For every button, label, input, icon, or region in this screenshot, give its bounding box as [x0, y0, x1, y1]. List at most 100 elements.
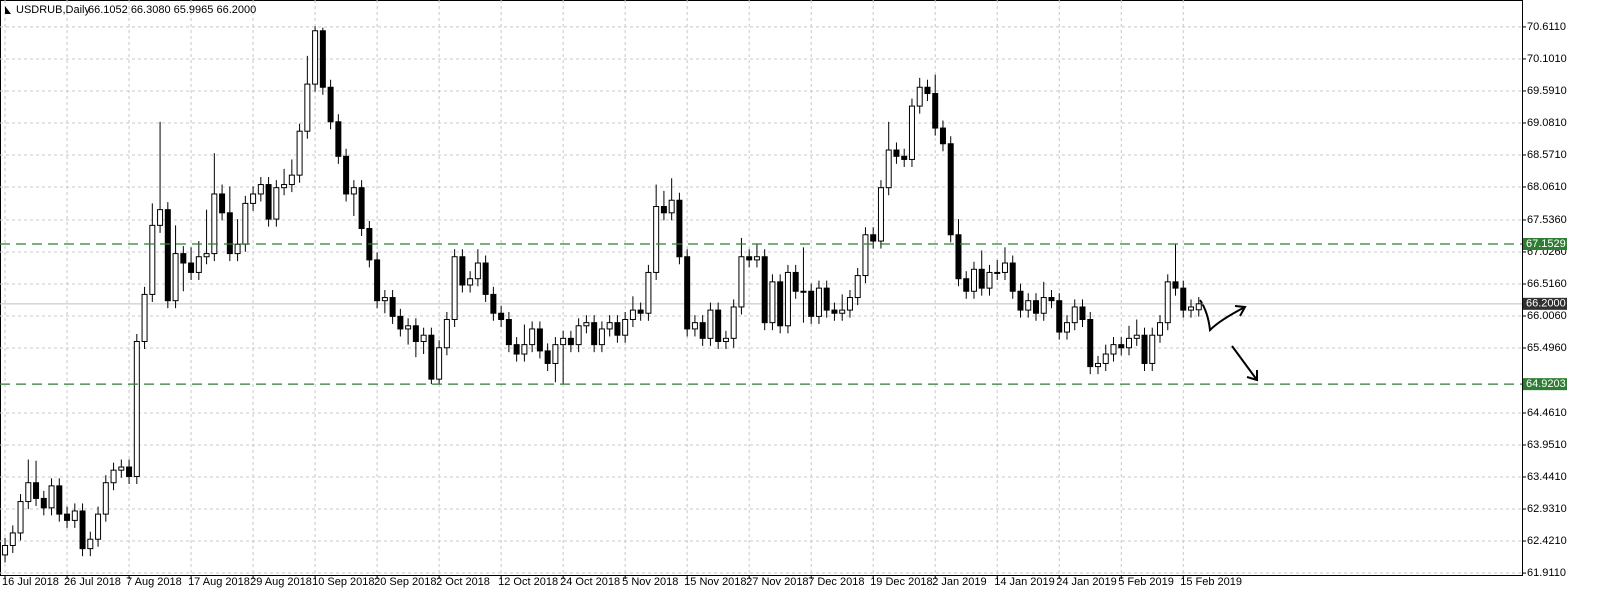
candle-body — [420, 334, 427, 342]
candle-body — [637, 309, 644, 314]
candle-body — [839, 309, 846, 314]
x-tick-label: 2 Jan 2019 — [932, 576, 986, 588]
candle-body — [1133, 334, 1140, 339]
candle-body — [1001, 262, 1008, 273]
candle-body — [1048, 297, 1055, 302]
candle-body — [265, 184, 272, 220]
x-tick-label: 10 Sep 2018 — [312, 576, 374, 588]
candle-body — [188, 262, 195, 273]
y-tick-label: 63.4410 — [1527, 471, 1567, 483]
candle-body — [250, 193, 257, 204]
candle-body — [381, 297, 388, 302]
candle-body — [978, 268, 985, 289]
x-tick-label: 12 Oct 2018 — [498, 576, 558, 588]
candle-body — [350, 187, 357, 195]
candle-body — [846, 297, 853, 311]
candle-body — [1040, 297, 1047, 314]
candle-body — [784, 271, 791, 327]
arrow-up — [1199, 299, 1247, 333]
candle-body — [792, 271, 799, 292]
candle-body — [157, 209, 164, 226]
candle-body — [753, 256, 760, 261]
candle-body — [288, 174, 295, 186]
candle-body — [172, 253, 179, 302]
candle-body — [916, 86, 923, 107]
candle-body — [513, 344, 520, 355]
candle-body — [877, 187, 884, 242]
candle-body — [195, 256, 202, 273]
candle-body — [831, 309, 838, 314]
candle-body — [1032, 300, 1039, 314]
candle-body — [622, 319, 629, 336]
candle-body — [1188, 306, 1195, 311]
candle-body — [9, 532, 16, 546]
candle-body — [25, 482, 32, 503]
candle-body — [374, 259, 381, 302]
x-tick-label: 19 Dec 2018 — [870, 576, 932, 588]
candle-body — [854, 275, 861, 299]
x-tick-label: 5 Feb 2019 — [1118, 576, 1174, 588]
plot-area — [0, 0, 1523, 576]
candle-body — [653, 206, 660, 273]
candle-body — [1164, 281, 1171, 324]
chart-title: USDRUB,Daily — [16, 4, 90, 16]
y-tick-label: 63.9510 — [1527, 439, 1567, 451]
symbol-icon — [5, 6, 11, 14]
candle-body — [823, 287, 830, 311]
candle-body — [358, 187, 365, 229]
y-tick-label: 62.4210 — [1527, 535, 1567, 547]
y-tick-label: 68.0610 — [1527, 181, 1567, 193]
candle-body — [443, 319, 450, 349]
candle-body — [1141, 334, 1148, 364]
candle-body — [242, 202, 249, 245]
candle-body — [1149, 334, 1156, 364]
candle-body — [459, 256, 466, 286]
candle-body — [862, 234, 869, 277]
candle-body — [552, 344, 559, 364]
x-tick-label: 26 Jul 2018 — [64, 576, 121, 588]
candle-body — [815, 287, 822, 317]
candle-body — [994, 271, 1001, 274]
candle-body — [986, 271, 993, 289]
candle-body — [482, 262, 489, 295]
candle-body — [335, 121, 342, 157]
y-tick-label: 70.1010 — [1527, 53, 1567, 65]
candle-body — [924, 86, 931, 95]
candle-body — [33, 482, 40, 499]
candle-body — [1071, 306, 1078, 324]
candle-body — [901, 155, 908, 160]
candle-body — [397, 315, 404, 330]
candle-body — [17, 501, 24, 534]
candle-body — [1009, 262, 1016, 292]
candle-body — [273, 187, 280, 220]
candle-body — [870, 234, 877, 242]
candle-body — [118, 466, 125, 471]
candle-body — [544, 350, 551, 364]
candle-body — [738, 256, 745, 308]
ohlc-header: 66.1052 66.3080 65.9965 66.2000 — [88, 4, 256, 16]
candle-body — [668, 199, 675, 214]
level-label: 67.1529 — [1526, 238, 1566, 250]
candle-body — [908, 105, 915, 160]
y-tick-label: 70.6110 — [1527, 21, 1566, 33]
price-label: 66.2000 — [1526, 298, 1566, 310]
candle-body — [451, 256, 458, 321]
x-tick-label: 7 Dec 2018 — [808, 576, 864, 588]
candle-body — [722, 337, 729, 342]
candle-body — [211, 193, 218, 255]
candle-body — [102, 482, 109, 515]
candle-body — [226, 212, 233, 255]
candle-body — [939, 127, 946, 145]
candle-body — [319, 30, 326, 88]
candle-body — [412, 325, 419, 342]
candle-body — [327, 86, 334, 123]
candle-body — [48, 485, 55, 509]
x-tick-label: 14 Jan 2019 — [994, 576, 1055, 588]
candle-body — [1017, 290, 1024, 311]
candle-body — [1025, 300, 1032, 311]
candle-body — [436, 347, 443, 380]
candle-body — [1195, 303, 1202, 311]
x-tick-label: 29 Aug 2018 — [250, 576, 312, 588]
candle-body — [296, 130, 303, 176]
candle-body — [219, 193, 226, 214]
